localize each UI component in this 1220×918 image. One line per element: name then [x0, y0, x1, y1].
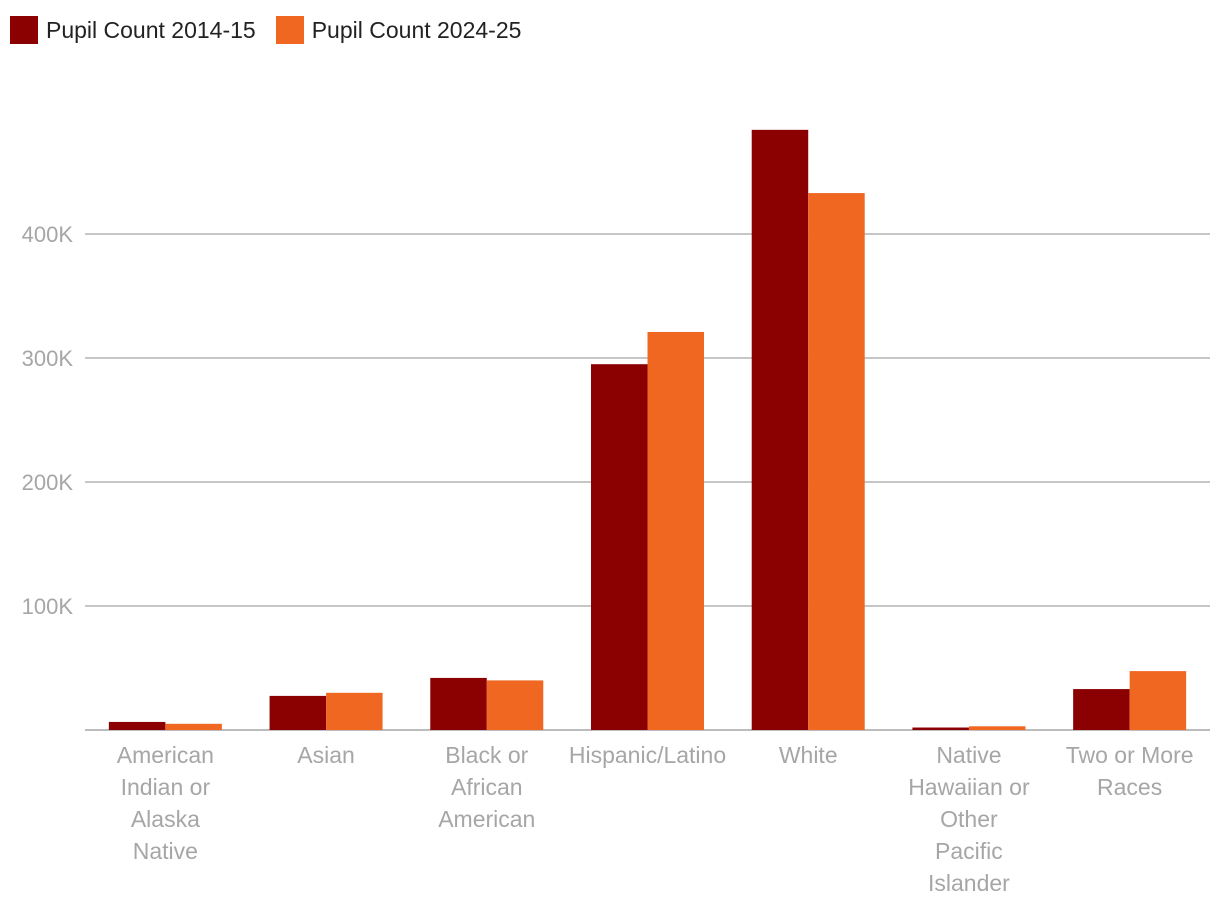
y-tick-label-200K: 200K: [22, 470, 74, 495]
legend-item-2024-25[interactable]: Pupil Count 2024-25: [275, 16, 522, 44]
bar-2024-25-0: [165, 723, 222, 730]
y-tick-label-300K: 300K: [22, 346, 74, 371]
x-category-label-3: Hispanic/Latino: [569, 742, 726, 768]
legend-label-2024-25: Pupil Count 2024-25: [311, 16, 522, 43]
bar-2024-25-4: [808, 193, 865, 730]
chart-legend: Pupil Count 2014-15 Pupil Count 2024-25: [10, 14, 521, 46]
bar-2014-15-2: [430, 677, 487, 730]
x-category-label-4: White: [779, 742, 838, 768]
bar-2024-25-6: [1129, 671, 1187, 730]
bar-2014-15-4: [751, 129, 809, 731]
legend-label-2014-15: Pupil Count 2014-15: [46, 16, 256, 43]
legend-swatch-2024-25: [275, 16, 304, 44]
bar-2014-15-6: [1073, 689, 1130, 730]
bar-2014-15-0: [108, 721, 166, 730]
legend-item-2014-15[interactable]: Pupil Count 2014-15: [10, 16, 256, 44]
x-category-label-0: American Indian or Alaska Native: [117, 742, 214, 864]
x-category-label-5: Native Hawaiian or Other Pacific Islander: [908, 742, 1030, 896]
y-tick-label-400K: 400K: [22, 222, 74, 247]
bar-2014-15-1: [269, 695, 327, 730]
x-category-label-6: Two or More Races: [1066, 742, 1194, 800]
legend-swatch-2014-15: [10, 16, 38, 44]
bar-2014-15-3: [591, 364, 648, 730]
bar-2014-15-5: [912, 727, 969, 730]
x-category-label-1: Asian: [297, 742, 355, 768]
bar-2024-25-3: [647, 331, 704, 730]
bar-2024-25-5: [968, 726, 1026, 730]
bar-2024-25-2: [486, 680, 544, 730]
bar-2024-25-1: [326, 692, 383, 730]
y-tick-label-100K: 100K: [22, 594, 74, 619]
x-category-label-2: Black or African American: [438, 742, 535, 832]
